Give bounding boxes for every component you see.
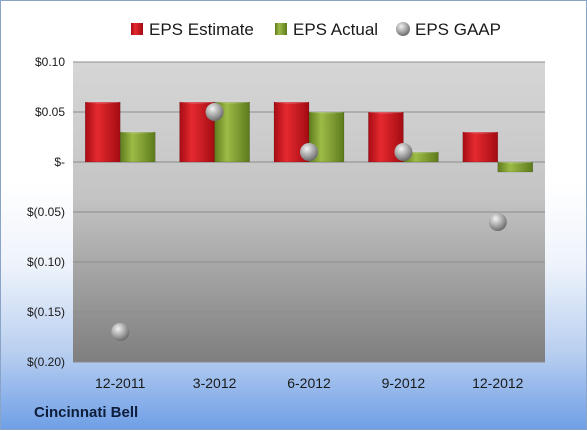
bar-eps-estimate [84, 101, 121, 163]
y-tick-label: $(0.05) [27, 205, 65, 219]
x-tick-label: 9-2012 [382, 375, 426, 391]
legend-swatch-gaap [396, 22, 410, 36]
legend-swatch-actual [275, 23, 287, 35]
gaap-points [111, 103, 507, 341]
legend-label-gaap: EPS GAAP [415, 20, 501, 39]
bar-eps-estimate-top [368, 110, 404, 114]
bar-eps-actual [497, 161, 534, 173]
legend-item-gaap: EPS GAAP [396, 20, 501, 39]
y-tick-label: $(0.10) [27, 255, 65, 269]
point-eps-gaap [394, 143, 413, 161]
x-tick-label: 3-2012 [193, 375, 237, 391]
bar-eps-actual-top [497, 160, 533, 164]
x-axis-ticks: 12-2011 3-2012 6-2012 9-2012 12-2012 [95, 375, 524, 391]
bar-eps-actual [119, 131, 156, 163]
bar-eps-estimate [462, 131, 499, 163]
bar-eps-actual-top [309, 110, 344, 114]
legend-item-actual: EPS Actual [275, 20, 378, 39]
y-axis-ticks: $0.10 $0.05 $- $(0.05) $(0.10) $(0.15) $(0.20) [27, 55, 65, 369]
x-tick-label: 12-2011 [95, 375, 146, 391]
x-tick-label: 12-2012 [472, 375, 524, 391]
point-eps-gaap [300, 143, 318, 161]
bar-eps-estimate-top [462, 130, 498, 134]
y-tick-label: $(0.15) [27, 305, 65, 319]
y-tick-label: $0.10 [35, 55, 65, 69]
y-tick-label: $- [54, 155, 65, 169]
legend-label-actual: EPS Actual [293, 20, 378, 39]
legend-item-estimate: EPS Estimate [131, 20, 254, 39]
point-eps-gaap [205, 103, 224, 121]
bar-eps-estimate-top [179, 100, 215, 104]
y-tick-label: $0.05 [35, 105, 65, 119]
bar-eps-actual-top [214, 100, 250, 104]
legend: EPS Estimate EPS Actual EPS GAAP [131, 20, 501, 39]
legend-swatch-estimate [131, 23, 143, 35]
company-name: Cincinnati Bell [34, 404, 138, 421]
bar-eps-estimate-top [85, 100, 121, 104]
bar-eps-estimate-top [274, 100, 309, 104]
x-tick-label: 6-2012 [287, 375, 331, 391]
legend-label-estimate: EPS Estimate [149, 20, 254, 39]
point-eps-gaap [111, 323, 130, 341]
y-tick-label: $(0.20) [27, 355, 65, 369]
point-eps-gaap [488, 213, 507, 231]
bar-eps-estimate [368, 111, 404, 163]
bar-eps-actual-top [120, 130, 156, 134]
